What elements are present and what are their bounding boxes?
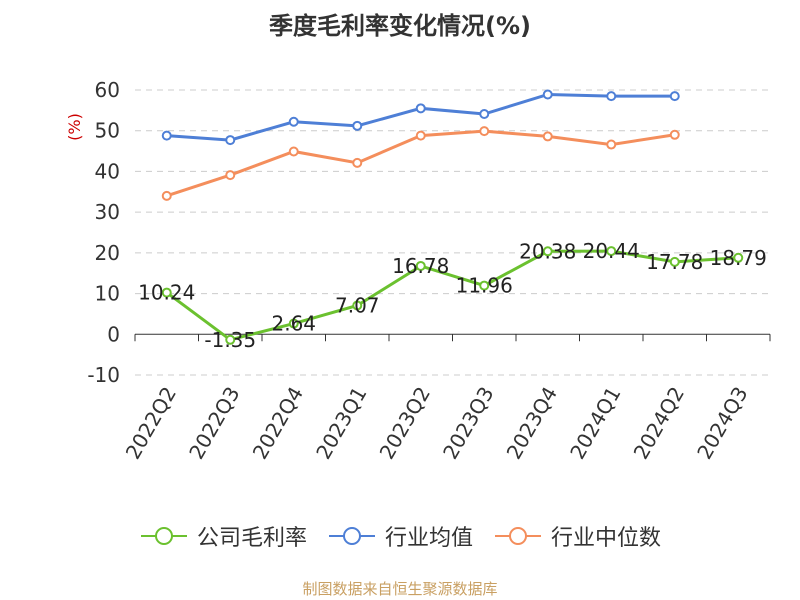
y-tick-label: 0 — [107, 322, 120, 346]
data-point — [669, 129, 680, 140]
legend-marker-industry-median — [495, 527, 541, 545]
y-tick-label: 40 — [95, 159, 120, 183]
data-point — [415, 130, 426, 141]
data-label: 17.78 — [646, 250, 703, 274]
data-point — [225, 170, 236, 181]
data-point — [161, 190, 172, 201]
series-line-industry-median — [166, 129, 675, 198]
data-point — [415, 260, 426, 271]
y-tick-label: 20 — [95, 241, 120, 265]
data-label: 7.07 — [335, 294, 380, 318]
y-tick-label: 10 — [95, 282, 120, 306]
legend: 公司毛利率 行业均值 行业中位数 — [0, 520, 800, 552]
source-note: 制图数据来自恒生聚源数据库 — [302, 580, 498, 598]
x-tick-label: 2022Q3 — [184, 383, 244, 464]
data-point — [225, 135, 236, 146]
legend-marker-industry-avg — [328, 527, 375, 545]
data-point — [352, 300, 363, 311]
legend-marker-company — [140, 527, 187, 545]
data-label: 16.78 — [392, 254, 449, 278]
data-label: 11.96 — [456, 274, 513, 298]
data-label: 20.44 — [583, 239, 640, 263]
data-point — [352, 157, 363, 168]
data-point — [288, 116, 299, 127]
data-label: 18.79 — [710, 246, 767, 270]
legend-label-industry-median: 行业中位数 — [551, 526, 662, 551]
series-line-company — [165, 249, 739, 342]
y-tick-label: 50 — [95, 119, 120, 143]
data-point — [352, 120, 363, 131]
data-point — [606, 139, 617, 150]
x-tick-label: 2024Q1 — [565, 383, 625, 464]
data-point — [733, 252, 744, 263]
x-tick-label: 2023Q2 — [375, 383, 435, 464]
data-label: 10.24 — [138, 281, 195, 305]
data-point — [542, 131, 553, 142]
legend-item-industry-median[interactable]: 行业中位数 — [493, 520, 661, 552]
legend-item-industry-avg[interactable]: 行业均值 — [327, 520, 473, 552]
x-tick-label: 2024Q3 — [692, 383, 752, 464]
data-point — [479, 126, 490, 137]
data-point — [288, 146, 299, 157]
x-tick-label: 2023Q4 — [502, 383, 562, 464]
data-point — [479, 280, 490, 291]
legend-label-industry-avg: 行业均值 — [384, 526, 473, 551]
x-tick-label: 2024Q2 — [629, 383, 689, 464]
legend-item-company[interactable]: 公司毛利率 — [139, 520, 307, 552]
data-point — [606, 246, 617, 257]
y-axis-label: (%) — [65, 113, 84, 141]
data-point — [415, 103, 426, 114]
data-point — [161, 287, 172, 298]
data-point — [606, 91, 617, 102]
data-point — [161, 130, 172, 141]
data-label: 20.38 — [519, 239, 576, 263]
x-tick-label: 2022Q4 — [248, 383, 308, 464]
y-tick-label: -10 — [87, 363, 120, 387]
legend-label-company: 公司毛利率 — [196, 526, 307, 551]
data-point — [479, 109, 490, 120]
data-point — [225, 334, 236, 345]
chart-title: 季度毛利率变化情况(%) — [269, 12, 531, 40]
x-tick-label: 2022Q2 — [121, 383, 181, 464]
y-tick-label: 30 — [95, 200, 120, 224]
data-point — [542, 89, 553, 100]
data-point — [542, 246, 553, 257]
data-point — [288, 318, 299, 329]
data-point — [669, 91, 680, 102]
data-label: -1.35 — [204, 328, 256, 352]
x-tick-label: 2023Q3 — [438, 383, 498, 464]
y-tick-label: 60 — [95, 78, 120, 102]
data-point — [669, 256, 680, 267]
data-label: 2.64 — [271, 312, 316, 336]
x-tick-label: 2023Q1 — [311, 383, 371, 464]
